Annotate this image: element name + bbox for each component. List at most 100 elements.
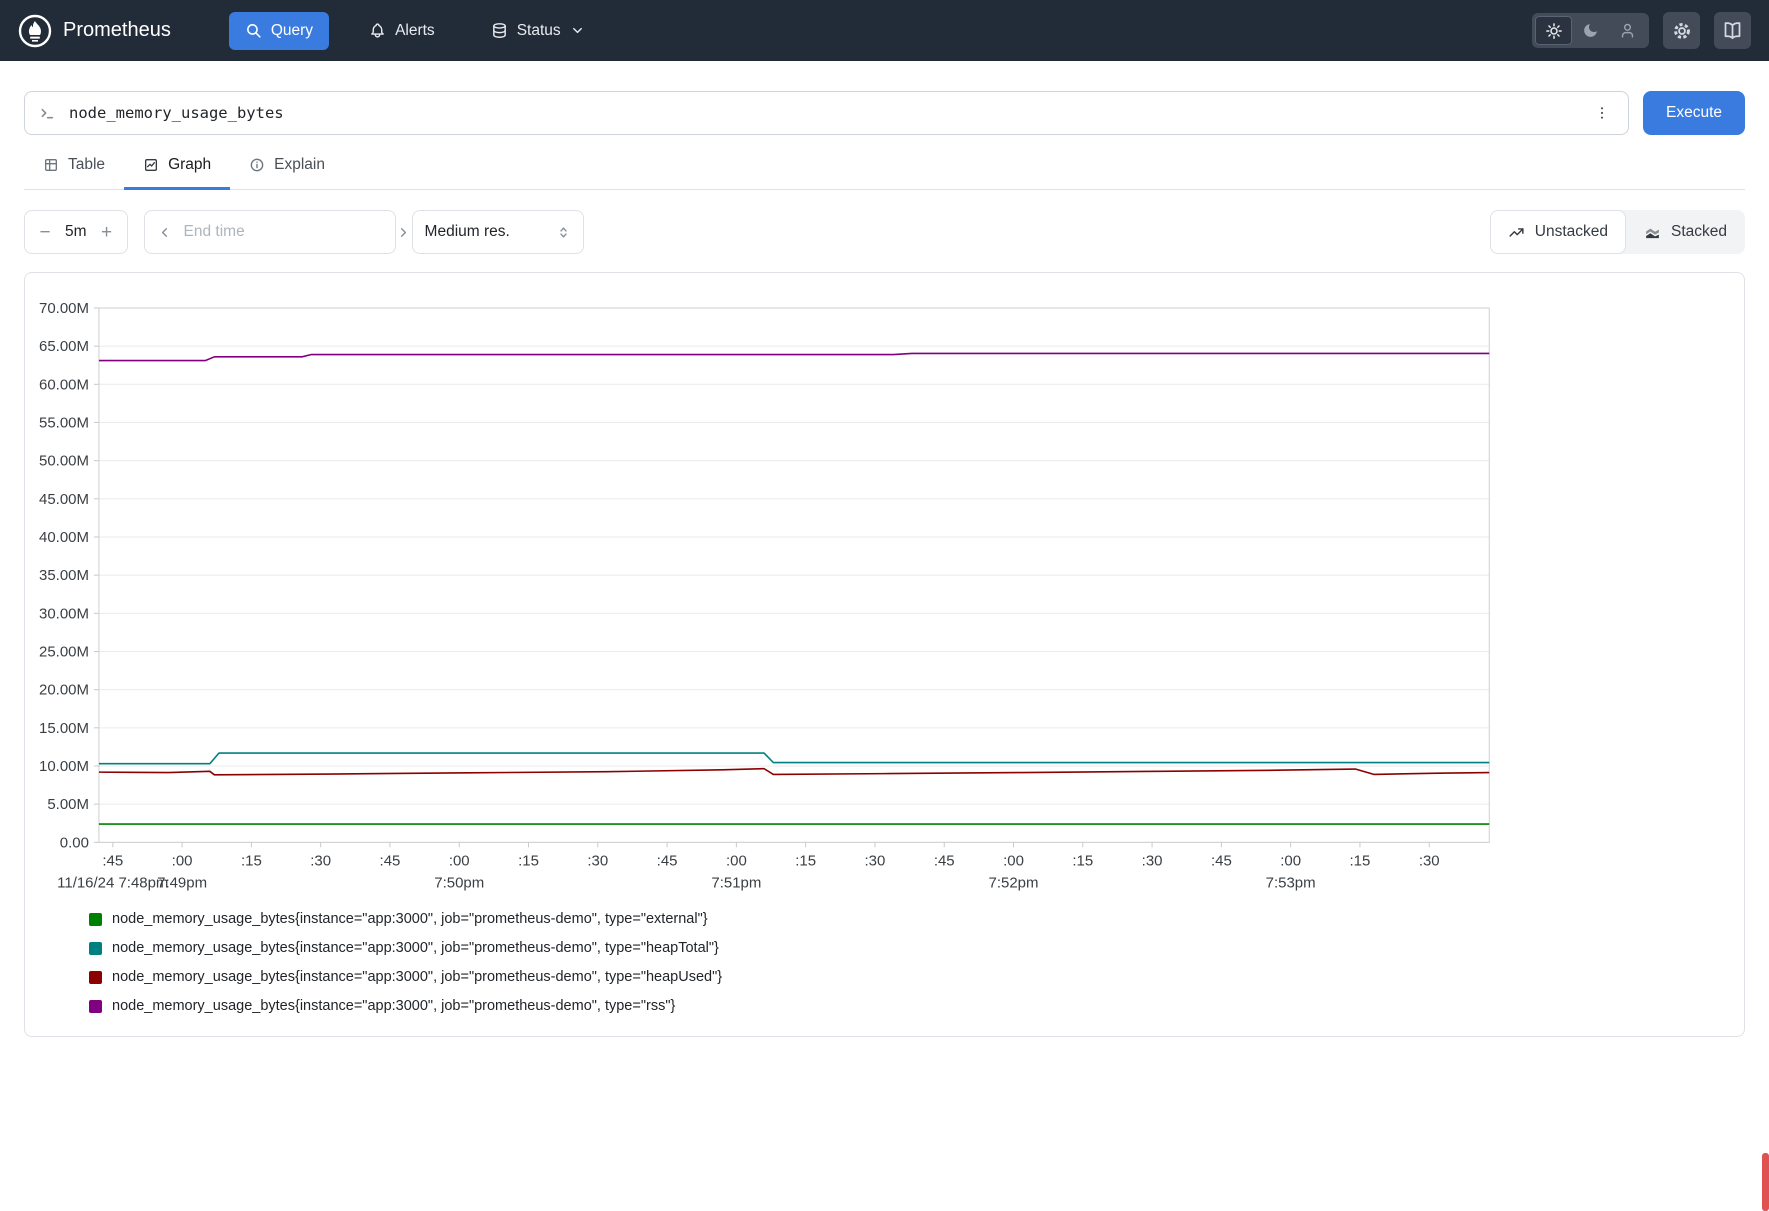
- nav-alerts-button[interactable]: Alerts: [353, 12, 451, 50]
- terminal-prompt-icon: [39, 105, 55, 121]
- settings-button[interactable]: [1663, 12, 1700, 49]
- main-nav: Query Alerts Status: [228, 11, 601, 50]
- svg-text::00: :00: [726, 852, 747, 869]
- tab-explain-label: Explain: [274, 156, 325, 173]
- query-bar: Execute: [24, 91, 1745, 135]
- tab-table[interactable]: Table: [24, 143, 124, 190]
- expression-input[interactable]: [67, 103, 1578, 123]
- svg-text::30: :30: [1142, 852, 1163, 869]
- nav-status-label: Status: [516, 21, 561, 39]
- svg-text:7:51pm: 7:51pm: [711, 874, 761, 891]
- info-circle-icon: [249, 157, 265, 173]
- svg-text:7:53pm: 7:53pm: [1266, 874, 1316, 891]
- nav-status-button[interactable]: Status: [475, 12, 601, 50]
- range-increase-button[interactable]: +: [100, 221, 113, 243]
- svg-text::30: :30: [1419, 852, 1440, 869]
- nav-alerts-label: Alerts: [395, 21, 435, 39]
- svg-text:20.00M: 20.00M: [39, 682, 89, 699]
- book-icon: [1722, 20, 1743, 41]
- scrollbar-thumb[interactable]: [1762, 1153, 1769, 1211]
- brand-title: Prometheus: [63, 19, 171, 41]
- svg-text::00: :00: [172, 852, 193, 869]
- stacked-option[interactable]: Stacked: [1626, 210, 1745, 254]
- svg-text:30.00M: 30.00M: [39, 605, 89, 622]
- legend-swatch: [89, 970, 102, 984]
- nav-query-label: Query: [270, 21, 314, 39]
- end-time-input[interactable]: [181, 222, 386, 242]
- svg-text::45: :45: [657, 852, 678, 869]
- legend-item[interactable]: node_memory_usage_bytes{instance="app:30…: [89, 940, 1734, 956]
- unstacked-option[interactable]: Unstacked: [1489, 210, 1626, 254]
- svg-text::00: :00: [449, 852, 470, 869]
- svg-text::45: :45: [380, 852, 401, 869]
- search-icon: [245, 22, 262, 39]
- svg-text::00: :00: [1003, 852, 1024, 869]
- tab-graph[interactable]: Graph: [124, 143, 231, 190]
- legend-label: node_memory_usage_bytes{instance="app:30…: [112, 969, 723, 986]
- execute-button[interactable]: Execute: [1643, 91, 1745, 135]
- graph-controls: − 5m + Medium res. Unstacked: [24, 210, 1745, 254]
- bell-icon: [369, 22, 386, 39]
- graph-panel: 70.00M 65.00M 60.00M 55.00M 50.00M 45.00M 40.0…: [24, 272, 1745, 1038]
- graph-legend: node_memory_usage_bytes{instance="app:30…: [89, 911, 1734, 1014]
- range-value[interactable]: 5m: [65, 223, 87, 240]
- tab-table-label: Table: [68, 156, 106, 173]
- time-back-button[interactable]: [157, 225, 172, 240]
- svg-text:60.00M: 60.00M: [39, 376, 89, 393]
- svg-text::30: :30: [865, 852, 886, 869]
- svg-text:7:52pm: 7:52pm: [989, 874, 1039, 891]
- legend-item[interactable]: node_memory_usage_bytes{instance="app:30…: [89, 998, 1734, 1014]
- svg-text:25.00M: 25.00M: [39, 643, 89, 660]
- query-options-menu-icon[interactable]: [1590, 101, 1614, 125]
- chevron-down-icon: [570, 23, 585, 38]
- svg-text::30: :30: [587, 852, 608, 869]
- gear-icon: [1671, 20, 1693, 42]
- resolution-select[interactable]: Medium res.: [411, 210, 584, 254]
- theme-auto-option[interactable]: [1609, 16, 1646, 45]
- trend-line-icon: [1508, 224, 1525, 241]
- legend-swatch: [89, 912, 102, 926]
- table-icon: [43, 157, 59, 173]
- legend-item[interactable]: node_memory_usage_bytes{instance="app:30…: [89, 911, 1734, 927]
- svg-text::45: :45: [1211, 852, 1232, 869]
- svg-text:65.00M: 65.00M: [39, 338, 89, 355]
- navbar: Prometheus Query Alerts: [0, 0, 1769, 61]
- svg-text::15: :15: [518, 852, 539, 869]
- sun-icon: [1545, 22, 1563, 40]
- database-icon: [491, 22, 508, 39]
- theme-dark-option[interactable]: [1572, 16, 1609, 45]
- svg-text:70.00M: 70.00M: [39, 300, 89, 317]
- tab-explain[interactable]: Explain: [230, 143, 344, 190]
- legend-item[interactable]: node_memory_usage_bytes{instance="app:30…: [89, 969, 1734, 985]
- svg-text::15: :15: [1350, 852, 1371, 869]
- legend-swatch: [89, 941, 102, 955]
- svg-text::30: :30: [310, 852, 331, 869]
- svg-text:55.00M: 55.00M: [39, 414, 89, 431]
- brand[interactable]: Prometheus: [18, 14, 171, 48]
- tab-graph-label: Graph: [168, 156, 212, 173]
- metrics-graph[interactable]: 70.00M 65.00M 60.00M 55.00M 50.00M 45.00M 40.0…: [35, 286, 1734, 897]
- prometheus-logo-icon: [18, 14, 52, 48]
- unstacked-label: Unstacked: [1534, 223, 1608, 240]
- svg-text:15.00M: 15.00M: [39, 720, 89, 737]
- svg-text:7:49pm: 7:49pm: [157, 874, 207, 891]
- theme-light-option[interactable]: [1535, 16, 1572, 45]
- expression-input-wrapper: [24, 91, 1629, 135]
- resolution-value: Medium res.: [424, 223, 510, 240]
- svg-text:0.00: 0.00: [60, 834, 89, 851]
- range-decrease-button[interactable]: −: [39, 221, 51, 243]
- legend-swatch: [89, 999, 102, 1013]
- selector-updown-icon: [556, 225, 571, 240]
- stacked-label: Stacked: [1670, 223, 1727, 240]
- nav-query-button[interactable]: Query: [228, 11, 330, 50]
- legend-label: node_memory_usage_bytes{instance="app:30…: [112, 998, 676, 1015]
- user-icon: [1619, 22, 1636, 39]
- svg-text:11/16/24 7:48pm: 11/16/24 7:48pm: [57, 874, 168, 891]
- svg-text::15: :15: [795, 852, 816, 869]
- graph-icon: [143, 157, 159, 173]
- time-forward-button[interactable]: [396, 225, 411, 240]
- stacking-toggle: Unstacked Stacked: [1489, 210, 1745, 254]
- documentation-button[interactable]: [1714, 12, 1751, 49]
- legend-label: node_memory_usage_bytes{instance="app:30…: [112, 940, 719, 957]
- svg-text:7:50pm: 7:50pm: [434, 874, 484, 891]
